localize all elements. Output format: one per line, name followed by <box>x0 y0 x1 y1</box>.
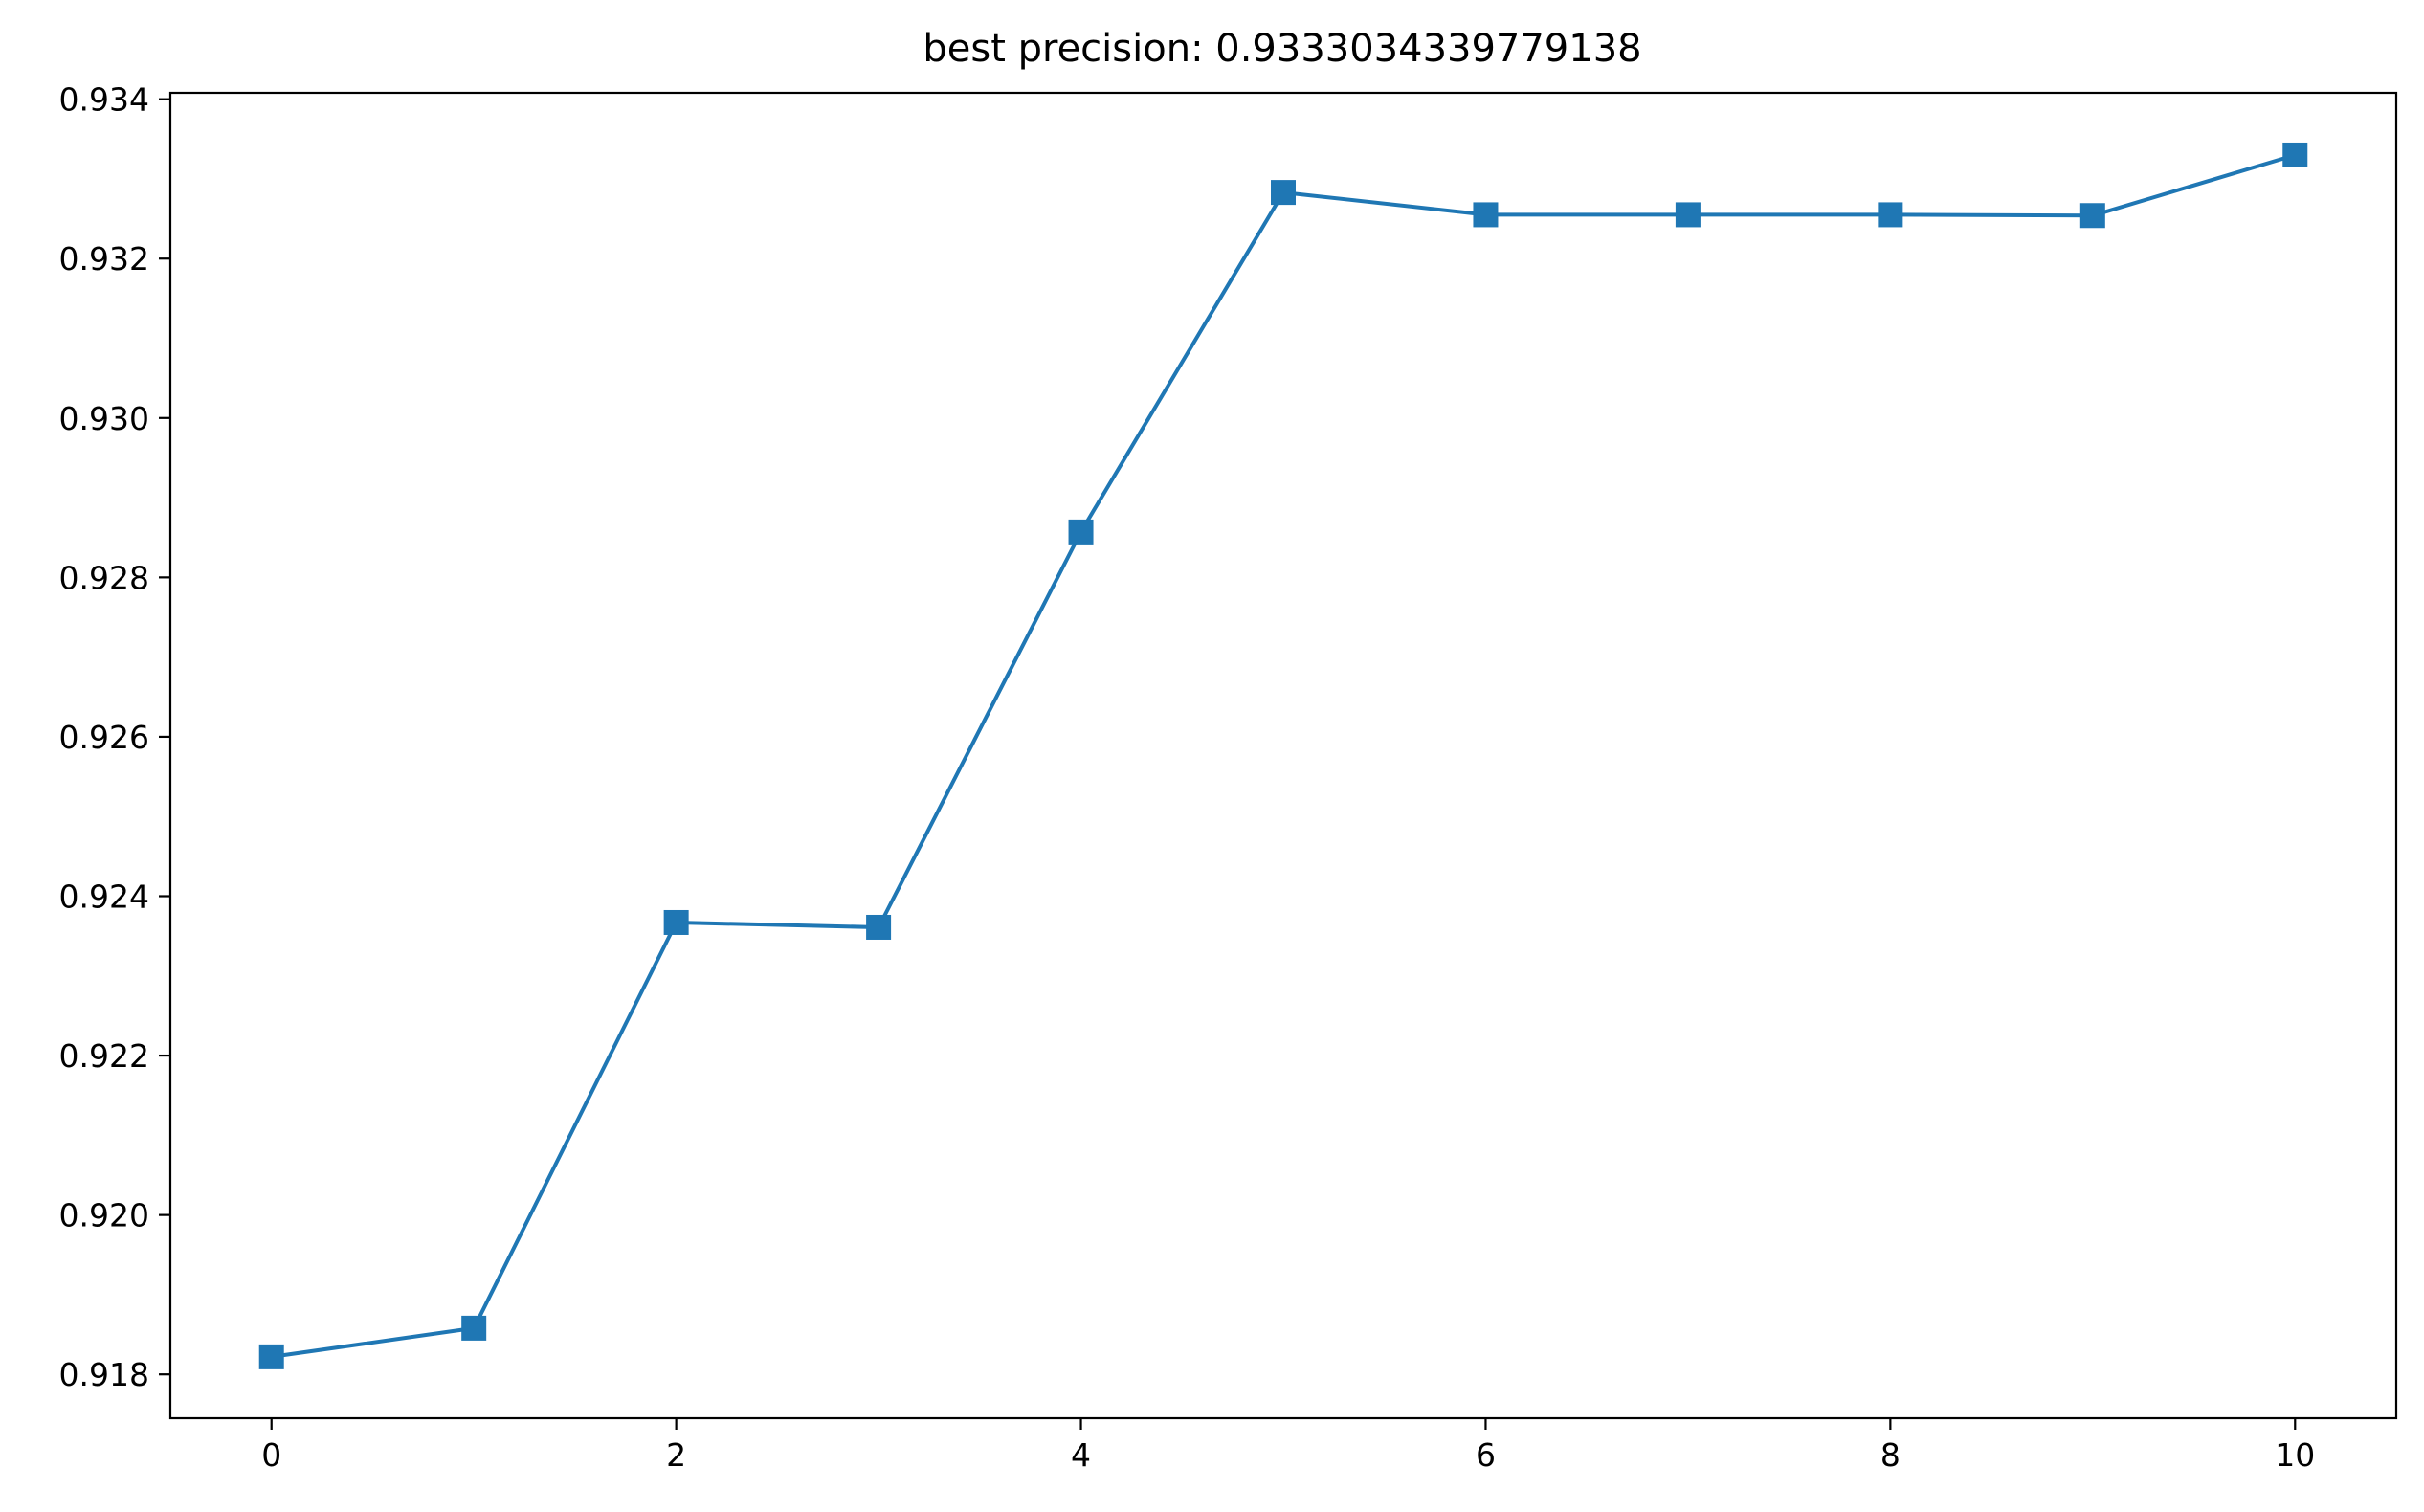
series-layer <box>258 142 2308 1369</box>
data-point-marker <box>2079 203 2105 229</box>
y-tick-label: 0.920 <box>59 1197 149 1234</box>
x-tick-label: 2 <box>666 1436 686 1474</box>
data-point-marker <box>258 1344 284 1369</box>
data-point-marker <box>1271 180 1296 206</box>
y-tick-label: 0.932 <box>59 240 149 278</box>
x-tick-label: 4 <box>1071 1436 1091 1474</box>
x-tick-label: 6 <box>1476 1436 1496 1474</box>
data-point-marker <box>1473 202 1499 228</box>
plot-area-frame <box>168 91 2398 1420</box>
chart-title: best precision: 0.9333034339779138 <box>923 27 1641 71</box>
data-point-marker <box>1675 202 1701 228</box>
x-tick-label: 8 <box>1880 1436 1901 1474</box>
y-tick-label: 0.930 <box>59 400 149 437</box>
y-tick-label: 0.928 <box>59 559 149 596</box>
data-point-marker <box>663 909 689 935</box>
data-point-marker <box>1878 202 1903 228</box>
x-tick-label: 10 <box>2275 1436 2315 1474</box>
data-point-marker <box>866 914 892 940</box>
x-tick-label: 0 <box>261 1436 281 1474</box>
x-axis-ticks: 0 2 4 6 8 10 <box>261 1418 2315 1474</box>
data-point-marker <box>1068 519 1094 545</box>
y-tick-label: 0.918 <box>59 1356 149 1393</box>
y-axis-ticks: 0.918 0.920 0.922 0.924 0.926 0.928 0.930 0.932… <box>59 81 170 1393</box>
y-tick-label: 0.934 <box>59 81 149 119</box>
y-tick-label: 0.922 <box>59 1037 149 1075</box>
y-tick-label: 0.924 <box>59 878 149 915</box>
data-point-marker <box>2282 142 2308 167</box>
y-tick-label: 0.926 <box>59 719 149 756</box>
data-point-marker <box>461 1315 487 1341</box>
